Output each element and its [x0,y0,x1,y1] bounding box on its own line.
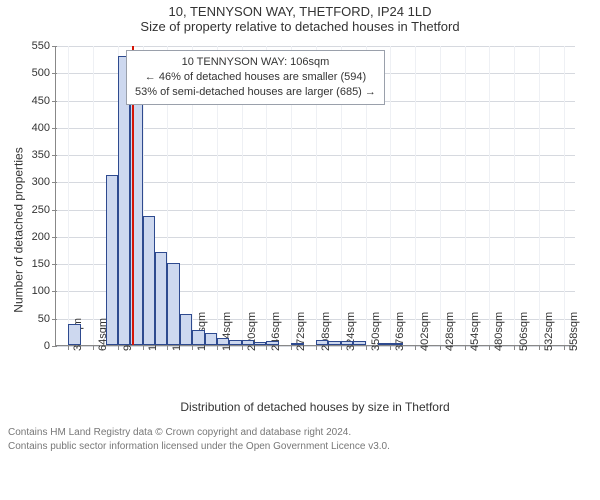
y-tick-label: 250 [32,204,56,216]
x-tick-label: 558sqm [568,312,580,351]
histogram-bar [155,252,167,345]
x-tick-mark [68,345,69,350]
y-tick-label: 350 [32,149,56,161]
histogram-bar [143,216,155,345]
gridline-v [514,46,515,345]
y-tick-label: 450 [32,95,56,107]
histogram-bar [205,333,217,345]
histogram-bar [316,340,328,345]
footer-line-1: Contains HM Land Registry data © Crown c… [8,426,592,440]
histogram-bar [68,324,80,345]
x-tick-label: 480sqm [493,312,505,351]
x-tick-mark [514,345,515,350]
histogram-bar [217,338,229,345]
x-tick-label: 454sqm [469,312,481,351]
x-tick-label: 506sqm [518,312,530,351]
gridline-v [440,46,441,345]
x-tick-mark [217,345,218,350]
x-tick-mark [143,345,144,350]
y-tick-label: 100 [32,285,56,297]
annotation-box: 10 TENNYSON WAY: 106sqm ← 46% of detache… [126,50,385,105]
annotation-line-3: 53% of semi-detached houses are larger (… [135,85,376,100]
y-tick-label: 200 [32,231,56,243]
gridline-v [93,46,94,345]
y-tick-label: 300 [32,176,56,188]
x-tick-mark [465,345,466,350]
y-tick-label: 500 [32,67,56,79]
footer: Contains HM Land Registry data © Crown c… [0,420,600,461]
gridline-v [68,46,69,345]
histogram-bar [254,342,266,345]
x-tick-mark [167,345,168,350]
x-tick-label: 350sqm [370,312,382,351]
y-tick-label: 0 [44,340,56,352]
histogram-bar [167,263,179,345]
gridline-v [390,46,391,345]
x-tick-mark [242,345,243,350]
x-tick-label: 324sqm [345,312,357,351]
histogram-bar [328,341,340,345]
gridline-v [465,46,466,345]
title-line-2: Size of property relative to detached ho… [0,19,600,34]
annotation-line-1: 10 TENNYSON WAY: 106sqm [135,55,376,70]
x-tick-label: 532sqm [543,312,555,351]
x-tick-label: 402sqm [419,312,431,351]
x-tick-mark [118,345,119,350]
x-tick-mark [291,345,292,350]
chart-container: 10, TENNYSON WAY, THETFORD, IP24 1LD Siz… [0,0,600,461]
gridline-v [539,46,540,345]
x-axis-label: Distribution of detached houses by size … [55,400,575,414]
annotation-line-2: ← 46% of detached houses are smaller (59… [135,70,376,85]
gridline-v [489,46,490,345]
plot-area: 05010015020025030035040045050055038sqm64… [55,46,575,346]
x-tick-mark [266,345,267,350]
footer-line-2: Contains public sector information licen… [8,440,592,454]
x-tick-mark [390,345,391,350]
histogram-bar [229,340,241,345]
histogram-bar [390,343,402,345]
histogram-bar [378,343,390,345]
histogram-bar [341,341,353,345]
x-tick-mark [316,345,317,350]
y-tick-label: 400 [32,122,56,134]
histogram-bar [242,340,254,345]
x-tick-mark [564,345,565,350]
gridline-v [415,46,416,345]
gridline-v [564,46,565,345]
chart-area: Number of detached properties 0501001502… [0,40,600,420]
histogram-bar [192,330,204,345]
x-tick-label: 428sqm [444,312,456,351]
histogram-bar [106,175,118,345]
x-tick-mark [366,345,367,350]
y-tick-label: 50 [38,313,56,325]
y-tick-label: 150 [32,258,56,270]
x-tick-label: 194sqm [221,312,233,351]
x-tick-label: 246sqm [270,312,282,351]
histogram-bar [353,341,365,345]
x-tick-label: 272sqm [295,312,307,351]
x-tick-label: 298sqm [320,312,332,351]
histogram-bar [266,341,278,345]
x-tick-mark [489,345,490,350]
x-tick-label: 376sqm [394,312,406,351]
histogram-bar [180,314,192,345]
x-tick-mark [415,345,416,350]
y-axis-label: Number of detached properties [12,147,26,312]
x-tick-mark [440,345,441,350]
x-tick-label: 220sqm [246,312,258,351]
titles: 10, TENNYSON WAY, THETFORD, IP24 1LD Siz… [0,0,600,34]
histogram-bar [291,343,303,345]
x-tick-mark [539,345,540,350]
y-tick-label: 550 [32,40,56,52]
x-tick-mark [93,345,94,350]
title-line-1: 10, TENNYSON WAY, THETFORD, IP24 1LD [0,4,600,19]
x-tick-mark [192,345,193,350]
x-tick-mark [341,345,342,350]
